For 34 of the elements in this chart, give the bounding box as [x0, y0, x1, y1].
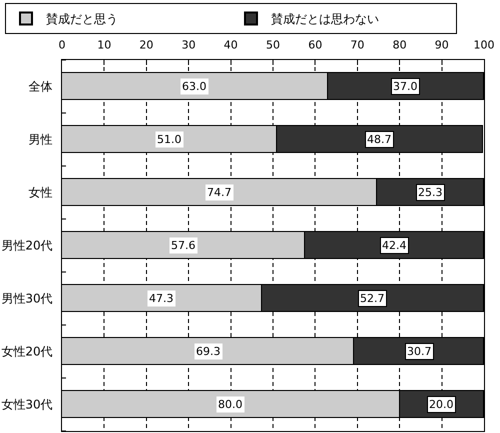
data-label: 42.4: [382, 239, 406, 252]
y-tick-label: 男性20代: [1, 238, 53, 253]
x-tick-label: 20: [139, 38, 154, 52]
x-tick-label: 70: [350, 38, 364, 52]
data-label: 51.0: [157, 133, 182, 146]
y-tick-label: 女性20代: [1, 344, 53, 359]
x-tick-label: 80: [392, 38, 407, 52]
data-label: 48.7: [367, 133, 392, 146]
data-label: 25.3: [418, 186, 442, 199]
x-tick-label: 90: [434, 38, 449, 52]
data-label: 74.7: [207, 186, 232, 199]
x-tick-label: 30: [182, 38, 196, 52]
data-label: 57.6: [171, 239, 196, 252]
x-tick-label: 10: [97, 38, 112, 52]
legend-label: 賛成だとは思わない: [271, 12, 379, 26]
data-label: 47.3: [149, 292, 174, 305]
y-tick-label: 全体: [28, 80, 53, 94]
x-tick-label: 50: [266, 38, 280, 52]
legend-label: 賛成だと思う: [46, 12, 118, 26]
data-label: 30.7: [407, 345, 432, 358]
x-tick-label: 0: [58, 38, 66, 52]
data-label: 20.0: [429, 398, 454, 411]
data-label: 69.3: [196, 345, 220, 358]
data-label: 37.0: [393, 80, 418, 93]
x-tick-label: 100: [474, 38, 494, 52]
y-tick-label: 女性30代: [1, 398, 53, 412]
x-tick-label: 60: [308, 38, 322, 52]
x-tick-label: 40: [224, 38, 238, 52]
data-label: 52.7: [360, 292, 384, 305]
data-label: 63.0: [182, 80, 206, 93]
y-tick-label: 男性30代: [1, 292, 53, 306]
data-label: 80.0: [218, 398, 242, 411]
y-tick-label: 女性: [28, 186, 53, 200]
y-tick-label: 男性: [28, 132, 53, 147]
